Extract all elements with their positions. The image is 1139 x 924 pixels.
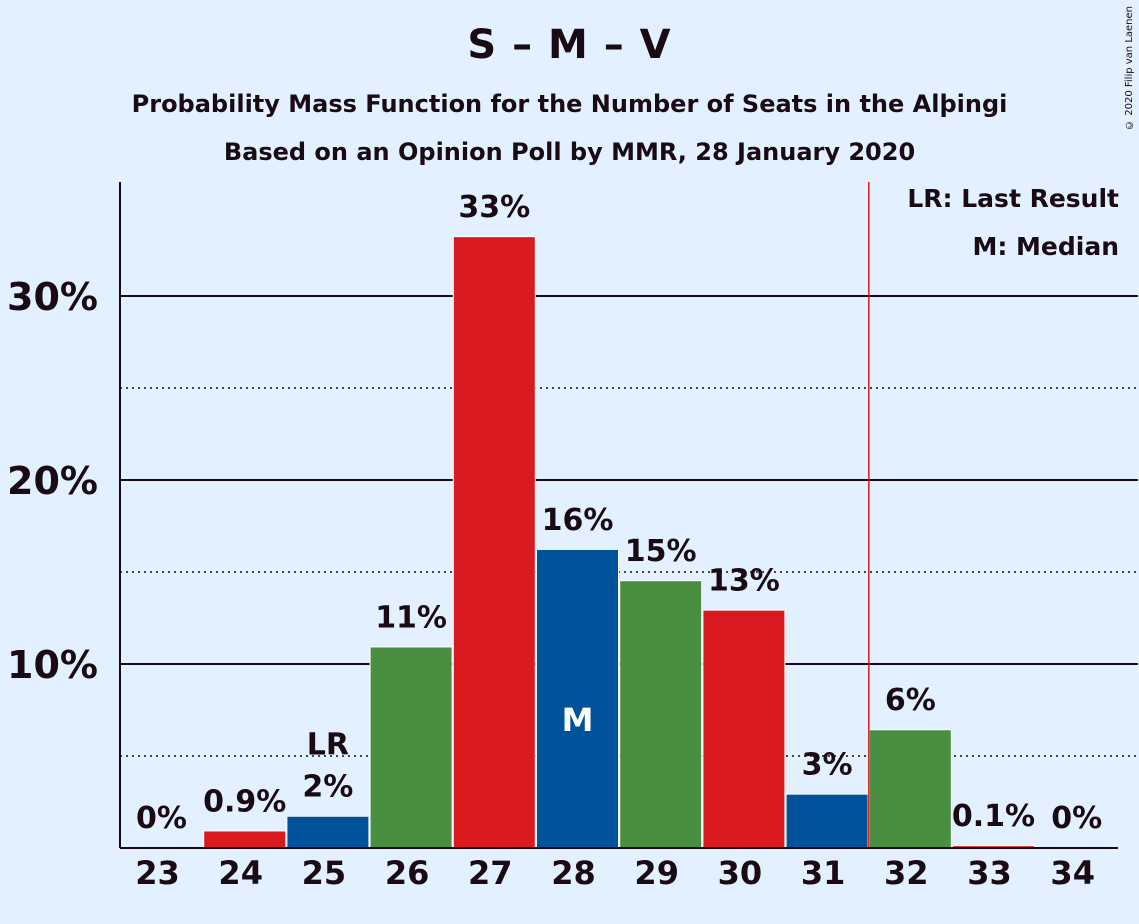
x-tick-label: 31 <box>801 854 846 892</box>
x-tick-label: 33 <box>967 854 1012 892</box>
bar-value-label: 33% <box>458 190 530 225</box>
bar-31 <box>786 794 868 848</box>
legend-median: M: Median <box>972 232 1119 261</box>
bar-value-label: 0.9% <box>203 784 286 819</box>
bar-25 <box>287 816 369 848</box>
bar-value-label: 13% <box>708 564 780 599</box>
bar-value-label: 3% <box>802 748 853 783</box>
x-tick-label: 26 <box>385 854 430 892</box>
y-tick-label: 10% <box>7 643 98 687</box>
bar-value-label: 16% <box>542 503 614 538</box>
bar-value-label: 15% <box>625 534 697 569</box>
x-tick-label: 25 <box>302 854 347 892</box>
x-tick-label: 24 <box>218 854 263 892</box>
bar-28 <box>537 549 618 848</box>
chart-title: S – M – V <box>467 22 672 68</box>
y-tick-label: 20% <box>7 459 98 503</box>
legend-last-result: LR: Last Result <box>907 184 1119 213</box>
chart-subtitle: Probability Mass Function for the Number… <box>131 90 1008 118</box>
bar-value-label: 0% <box>136 801 187 836</box>
median-marker: M <box>562 701 594 739</box>
bar-value-label: 0% <box>1051 801 1102 836</box>
bar-32 <box>869 730 951 848</box>
bar-value-label: 2% <box>302 770 353 805</box>
x-tick-label: 34 <box>1050 854 1095 892</box>
bar-30 <box>703 610 785 848</box>
x-tick-label: 28 <box>551 854 596 892</box>
bar-27 <box>453 237 535 848</box>
x-tick-label: 30 <box>718 854 763 892</box>
x-tick-label: 23 <box>135 854 180 892</box>
bar-value-label: 0.1% <box>952 799 1035 834</box>
bar-29 <box>620 581 702 848</box>
last-result-marker: LR <box>307 728 349 763</box>
bar-24 <box>204 831 286 848</box>
x-tick-label: 27 <box>468 854 513 892</box>
x-tick-label: 29 <box>634 854 679 892</box>
bar-value-label: 6% <box>885 683 936 718</box>
x-tick-label: 32 <box>884 854 929 892</box>
chart-subtitle-source: Based on an Opinion Poll by MMR, 28 Janu… <box>223 138 916 166</box>
y-tick-label: 30% <box>7 275 98 319</box>
bar-value-label: 11% <box>375 600 447 635</box>
bar-26 <box>370 647 452 848</box>
